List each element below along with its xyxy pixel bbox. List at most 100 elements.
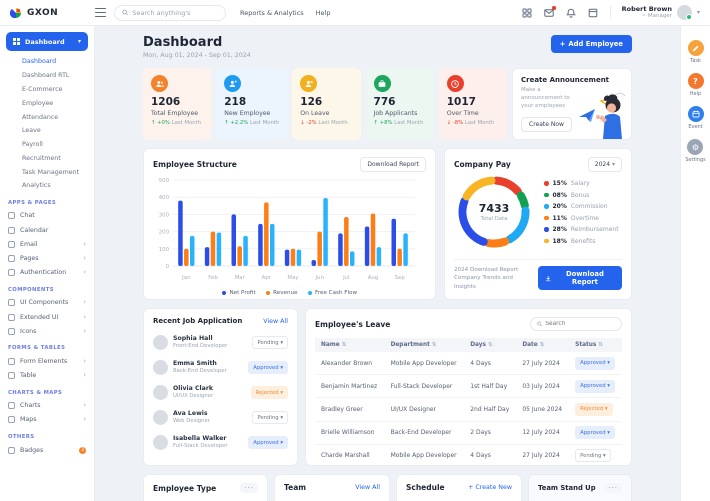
- sidebar-item-label: UI Components: [20, 299, 69, 307]
- download-icon: [546, 275, 551, 282]
- user-leave-icon: [300, 75, 318, 92]
- chevron-right-icon: ›: [83, 326, 86, 335]
- cell-department: Mobile App Developer: [384, 444, 465, 465]
- column-header-date[interactable]: Date ⇅: [516, 338, 570, 352]
- brand-name: GXON: [27, 7, 59, 18]
- cell-name: Alexander Brown: [315, 352, 385, 376]
- topbar: GXON Reports & Analytics Help Robert Bro…: [0, 0, 710, 26]
- chevron-right-icon: ›: [83, 298, 86, 307]
- sidebar-item-employee[interactable]: Employee: [22, 99, 54, 107]
- team-view-all-link[interactable]: View All: [355, 484, 380, 491]
- status-dropdown[interactable]: Pending ▾: [575, 449, 611, 463]
- bell-icon[interactable]: [566, 7, 577, 18]
- chevron-right-icon: ›: [83, 371, 86, 380]
- stat-trend: ↓ -8% Last Month: [446, 119, 495, 126]
- user-plus-icon: [224, 75, 242, 92]
- apps-grid-icon[interactable]: [522, 7, 533, 18]
- sidebar-section-title: FORMS & TABLES: [8, 345, 66, 352]
- sidebar-item-pages[interactable]: Pages ›: [6, 251, 88, 265]
- stat-trend: ↑ +0% Last Month: [151, 119, 201, 126]
- download-report-button[interactable]: Download Report: [360, 157, 426, 172]
- sidebar-item-calendar[interactable]: Calendar: [6, 223, 88, 237]
- column-header-department[interactable]: Department ⇅: [384, 338, 465, 352]
- add-employee-button[interactable]: + Add Employee: [550, 35, 632, 53]
- year-select[interactable]: 2024 ▾: [587, 157, 622, 172]
- status-dropdown[interactable]: Pending ▾: [252, 411, 288, 424]
- main-content: Dashboard Mon, Aug 01, 2024 - Sep 01, 20…: [95, 26, 680, 501]
- sidebar-item-badges[interactable]: Badges 3: [6, 443, 88, 457]
- sidebar-item-extended-ui[interactable]: Extended UI ›: [6, 310, 88, 324]
- sidebar-item-table[interactable]: Table ›: [6, 369, 88, 383]
- cell-date: 05 June 2024: [516, 397, 570, 422]
- more-menu-icon[interactable]: ···: [240, 483, 258, 493]
- sidebar-item-recruitment[interactable]: Recruitment: [22, 154, 61, 162]
- link-reports-analytics[interactable]: Reports & Analytics: [240, 8, 304, 17]
- rail-item-task[interactable]: Task: [687, 40, 704, 64]
- employee-structure-title: Employee Structure: [153, 160, 237, 169]
- sidebar-item-charts[interactable]: Charts ›: [6, 399, 88, 413]
- sidebar-item-payroll[interactable]: Payroll: [22, 141, 43, 149]
- status-dropdown[interactable]: Approved ▾: [575, 356, 615, 370]
- stat-trend: ↓ -2% Last Month: [300, 119, 348, 126]
- menu-toggle-icon[interactable]: [95, 8, 106, 17]
- table-search[interactable]: [530, 317, 622, 331]
- cell-department: Mobile App Developer: [384, 352, 465, 376]
- sidebar-item-icons[interactable]: Icons ›: [6, 324, 88, 338]
- status-dropdown[interactable]: Approved ▾: [575, 426, 615, 440]
- status-dropdown[interactable]: Rejected ▾: [575, 402, 613, 416]
- avatar[interactable]: [676, 5, 692, 20]
- status-dropdown[interactable]: Pending ▾: [252, 336, 288, 349]
- stat-card-total-employee: 1206 Total Employee ↑ +0% Last Month: [143, 68, 212, 140]
- user-menu[interactable]: Robert Brown ~ Manager ▾: [622, 5, 700, 20]
- sidebar-item-task-management[interactable]: Task Management: [22, 168, 80, 176]
- email-icon: [8, 240, 15, 248]
- search-input[interactable]: [132, 8, 218, 17]
- status-dropdown[interactable]: Rejected ▾: [250, 386, 288, 399]
- brand-logo[interactable]: GXON: [0, 7, 95, 19]
- link-help[interactable]: Help: [315, 8, 331, 17]
- sidebar-item-e-commerce[interactable]: E-Commerce: [22, 85, 63, 93]
- schedule-create-new-link[interactable]: + Create New: [468, 484, 512, 491]
- sidebar-item-maps[interactable]: Maps ›: [6, 413, 88, 427]
- team-stand-up-title: Team Stand Up: [538, 484, 596, 492]
- sidebar-item-dashboard-parent[interactable]: Dashboard ▾: [6, 32, 88, 51]
- rail-item-help[interactable]: ? Help: [687, 73, 704, 97]
- status-dropdown[interactable]: Approved ▾: [575, 379, 615, 393]
- widgets-icon[interactable]: [588, 7, 599, 18]
- column-header-status[interactable]: Status ⇅: [569, 338, 622, 352]
- status-dropdown[interactable]: Approved ▾: [248, 436, 288, 449]
- sidebar-item-ui-components[interactable]: UI Components ›: [6, 296, 88, 310]
- stat-card-new-employee: 218 New Employee ↑ +2.2% Last Month: [216, 68, 288, 140]
- sidebar-item-chat[interactable]: Chat: [6, 209, 88, 223]
- stat-value: 126: [300, 96, 323, 108]
- sidebar-item-attendance[interactable]: Attendance: [22, 113, 59, 121]
- mail-icon[interactable]: [544, 6, 556, 18]
- applicant-avatar: [153, 435, 168, 450]
- table-search-input[interactable]: [545, 321, 615, 327]
- announcement-subtitle: Make a announcement to your employees: [521, 87, 570, 109]
- job-application-row: Emma Smith Back-End Developer Approved ▾: [153, 355, 288, 380]
- sidebar-item-authentication[interactable]: Authentication ›: [6, 266, 88, 280]
- sidebar-item-email[interactable]: Email ›: [6, 237, 88, 251]
- cell-date: 03 July 2024: [516, 374, 570, 399]
- rail-item-settings[interactable]: ⚙ Settings: [685, 139, 706, 163]
- stat-value: 1206: [151, 96, 181, 108]
- legend-item-free-cash-flow: Free Cash Flow: [307, 290, 357, 296]
- sidebar-item-dashboard[interactable]: Dashboard: [22, 58, 57, 66]
- job-view-all-link[interactable]: View All: [263, 317, 288, 325]
- column-header-days[interactable]: Days ⇅: [464, 338, 517, 352]
- sidebar-item-analytics[interactable]: Analytics: [22, 182, 51, 190]
- create-now-button[interactable]: Create Now: [521, 116, 572, 132]
- sidebar-item-leave[interactable]: Leave: [22, 127, 41, 135]
- global-search[interactable]: [114, 4, 226, 21]
- applicant-role: Web Designer: [173, 418, 210, 425]
- column-header-name[interactable]: Name ⇅: [315, 338, 385, 352]
- more-menu-icon[interactable]: ···: [604, 483, 622, 493]
- status-dropdown[interactable]: Approved ▾: [248, 361, 288, 374]
- sidebar-item-form-elements[interactable]: Form Elements ›: [6, 354, 88, 368]
- rail-item-event[interactable]: Event: [687, 106, 704, 130]
- download-report-primary-button[interactable]: Download Report: [538, 266, 622, 291]
- sidebar-item-dashboard-rtl[interactable]: Dashboard RTL: [22, 72, 70, 80]
- legend-label: Reimbursement: [570, 226, 619, 234]
- legend-dot: [544, 204, 549, 209]
